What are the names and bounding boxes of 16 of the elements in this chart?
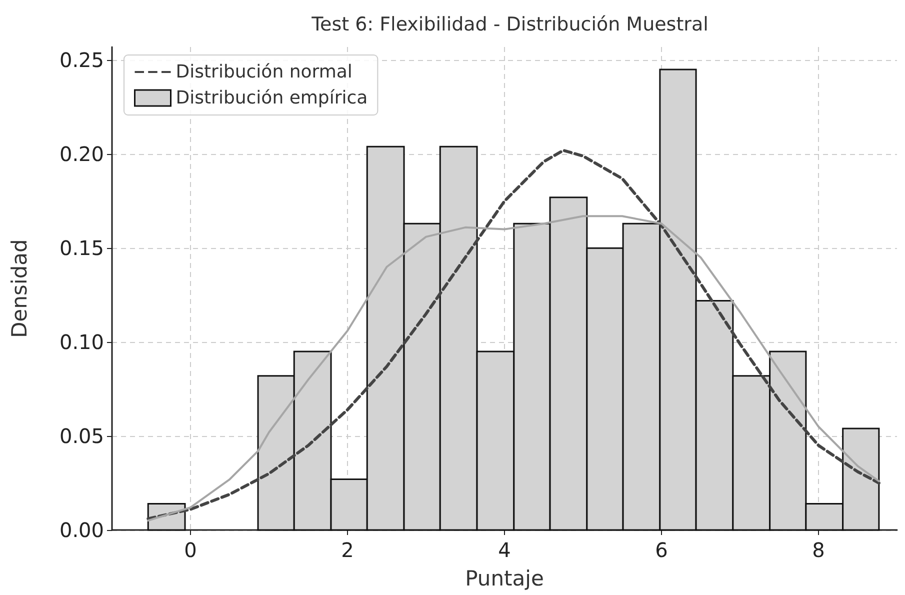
x-tick-label: 2 [341, 538, 354, 562]
legend-label: Distribución empírica [176, 88, 368, 108]
y-tick-label: 0.10 [59, 330, 104, 354]
legend-label: Distribución normal [176, 62, 352, 82]
y-tick-label: 0.00 [59, 518, 104, 542]
y-tick-label: 0.20 [59, 142, 104, 166]
x-tick-label: 8 [812, 538, 825, 562]
y-tick-label: 0.25 [59, 48, 104, 72]
x-tick-label: 4 [498, 538, 511, 562]
x-tick-label: 0 [184, 538, 197, 562]
y-tick-label: 0.05 [59, 424, 104, 448]
y-axis-title: Densidad [8, 239, 32, 338]
x-tick-label: 6 [655, 538, 668, 562]
y-tick-label: 0.15 [59, 236, 104, 260]
x-axis-title: Puntaje [465, 566, 544, 590]
chart-title: Test 6: Flexibilidad - Distribución Muestral [310, 14, 708, 36]
